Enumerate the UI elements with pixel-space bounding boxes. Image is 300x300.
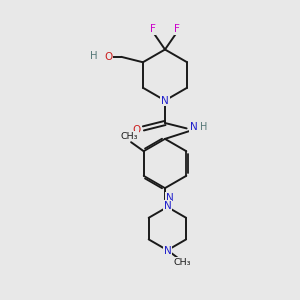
Text: CH₃: CH₃ bbox=[121, 132, 138, 141]
Text: CH₃: CH₃ bbox=[174, 258, 191, 267]
Text: N: N bbox=[164, 246, 171, 256]
Text: N: N bbox=[161, 95, 169, 106]
Text: H: H bbox=[200, 122, 208, 132]
Text: F: F bbox=[174, 24, 180, 34]
Text: F: F bbox=[150, 24, 156, 34]
Text: O: O bbox=[133, 124, 141, 135]
Text: H: H bbox=[90, 51, 97, 61]
Text: N: N bbox=[190, 122, 198, 132]
Text: N: N bbox=[166, 193, 173, 203]
Text: O: O bbox=[104, 52, 112, 62]
Text: N: N bbox=[164, 201, 171, 211]
